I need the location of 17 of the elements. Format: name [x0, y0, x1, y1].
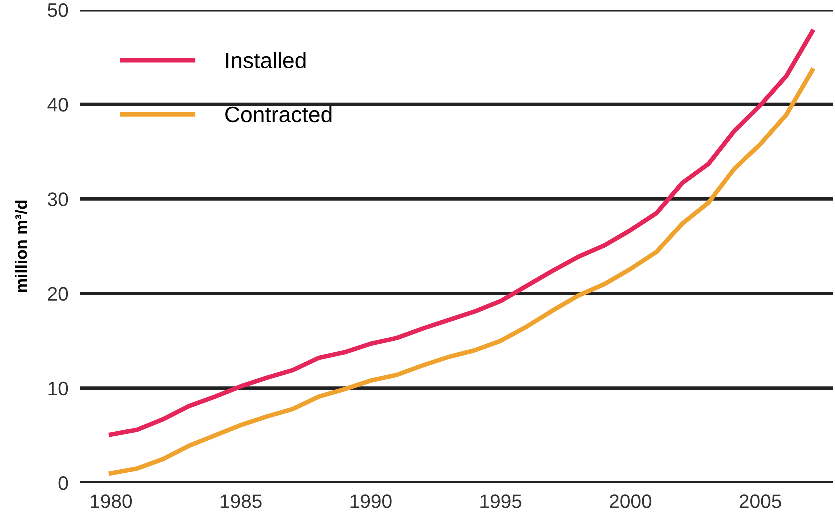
y-tick-label: 10: [48, 382, 68, 396]
legend-label: Contracted: [226, 106, 332, 123]
x-tick-label: 1980: [91, 494, 132, 508]
x-tick-label: 1985: [220, 494, 262, 508]
legend-label: Installed: [226, 52, 306, 69]
y-tick-label: 20: [48, 287, 68, 302]
line-series: [108, 30, 815, 437]
y-axis-title: million m³/d: [15, 200, 28, 292]
line-series: [108, 68, 815, 476]
x-tick-label: 2005: [740, 494, 782, 508]
x-tick-label: 1990: [350, 494, 392, 508]
y-tick-label: 50: [48, 3, 68, 18]
y-tick-label: 0: [58, 476, 68, 490]
y-tick-label: 40: [48, 98, 68, 112]
y-tick-label: 30: [48, 192, 68, 206]
x-tick-label: 2000: [610, 494, 652, 508]
x-tick-label: 1995: [480, 494, 522, 508]
